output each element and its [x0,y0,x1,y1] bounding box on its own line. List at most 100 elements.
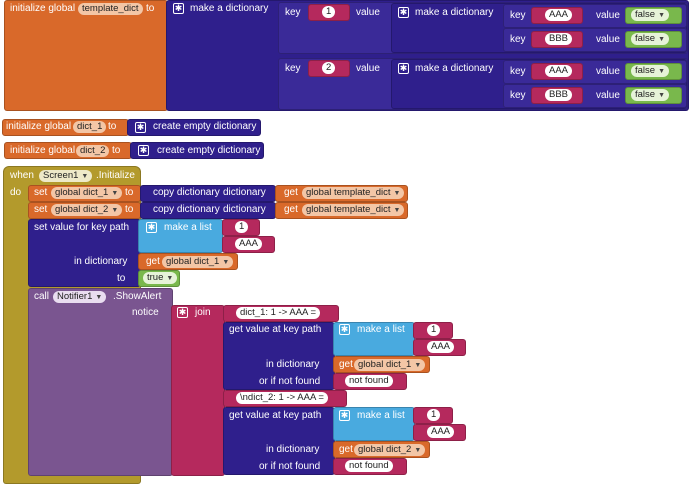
list-item-pill[interactable]: 1 [427,324,441,336]
call-label: call [34,291,50,302]
copy-dict-label: copy dictionary [153,187,220,198]
pair-value-label: value [356,63,380,74]
list-item-pill[interactable]: AAA [235,238,263,250]
do-label: do [10,187,22,198]
list-item-pill[interactable]: AAA [427,341,455,353]
inner-key-pill[interactable]: AAA [545,9,573,21]
getter-var-dropdown[interactable]: global dict_1 ▼ [354,359,426,371]
pair-key-label: key [285,7,301,18]
component-dropdown[interactable]: Screen1 ▼ [39,170,93,182]
gear-icon[interactable]: ✱ [398,63,409,74]
not-found-pill[interactable]: not found [345,375,393,387]
chevron-down-icon: ▼ [658,68,666,75]
chevron-down-icon: ▼ [414,447,422,454]
inner-make-dict-label: make a dictionary [415,7,494,18]
join-label: join [195,307,211,318]
inner-value-label: value [596,34,620,45]
key-value-pill[interactable]: 1 [322,6,336,18]
bool-dropdown[interactable]: true ▼ [143,272,178,284]
chevron-down-icon: ▼ [414,362,422,369]
dictionary-label: dictionary [223,187,266,198]
get-value-label: get value at key path [229,410,322,421]
setter-var-dropdown[interactable]: global dict_1 ▼ [51,187,123,199]
get-label: get [339,359,353,370]
copy-dict-label: copy dictionary [153,204,220,215]
chevron-down-icon: ▼ [81,173,89,180]
chevron-down-icon: ▼ [658,36,666,43]
notice-label: notice [132,307,159,318]
init-template-dict-block[interactable] [4,0,168,111]
create-label: create empty dictionary [153,121,257,132]
list-item-pill[interactable]: AAA [427,426,455,438]
gear-icon[interactable]: ✱ [339,410,350,421]
text-pill[interactable]: dict_1: 1 -> AAA = [236,307,321,319]
method-label: .ShowAlert [113,291,162,302]
inner-key-pill[interactable]: BBB [545,89,573,101]
gear-icon[interactable]: ✱ [177,307,188,318]
init-label: initialize global [6,121,72,132]
make-list-label: make a list [164,222,212,233]
getter-var-dropdown[interactable]: global dict_2 ▼ [354,444,426,456]
gear-icon[interactable]: ✱ [146,222,157,233]
get-value-label: get value at key path [229,324,322,335]
make-list-block[interactable] [333,322,415,356]
getter-var-dropdown[interactable]: global template_dict ▼ [302,187,405,199]
chevron-down-icon: ▼ [658,92,666,99]
to-label: to [112,145,121,156]
create-empty-dict-block[interactable] [130,142,264,159]
setter-var-dropdown[interactable]: global dict_2 ▼ [51,204,123,216]
set-label: set [34,204,48,215]
join-block[interactable] [171,305,225,476]
chevron-down-icon: ▼ [393,207,401,214]
call-notifier-block[interactable] [28,288,173,476]
text-pill[interactable]: \ndict_2: 1 -> AAA = [236,392,328,404]
inner-bool-pill[interactable]: false ▼ [631,9,670,21]
list-item-pill[interactable]: 1 [235,221,249,233]
inner-bool-pill[interactable]: false ▼ [631,33,670,45]
event-name-label: .Initialize [96,170,135,181]
chevron-down-icon: ▼ [95,294,103,301]
get-label: get [146,256,160,267]
inner-key-label: key [510,34,526,45]
inner-key-label: key [510,10,526,21]
gear-icon[interactable]: ✱ [339,324,350,335]
in-dictionary-label: in dictionary [266,359,320,370]
getter-var-dropdown[interactable]: global template_dict ▼ [302,204,405,216]
inner-key-pill[interactable]: BBB [545,33,573,45]
list-item-pill[interactable]: 1 [427,409,441,421]
gear-icon[interactable]: ✱ [138,145,149,156]
in-dictionary-label: in dictionary [74,256,128,267]
gear-icon[interactable]: ✱ [173,3,184,14]
chevron-down-icon: ▼ [222,259,230,266]
create-empty-dict-block[interactable] [127,119,261,136]
make-list-block[interactable] [333,407,415,441]
notifier-dropdown[interactable]: Notifier1 ▼ [53,291,107,303]
not-found-pill[interactable]: not found [345,460,393,472]
var-name-pill[interactable]: dict_2 [76,145,110,157]
to-label: to [125,187,134,198]
inner-bool-pill[interactable]: false ▼ [631,89,670,101]
set-label: set [34,187,48,198]
pair-key-label: key [285,63,301,74]
get-label: get [284,204,298,215]
inner-bool-pill[interactable]: false ▼ [631,65,670,77]
chevron-down-icon: ▼ [166,275,174,282]
var-name-pill[interactable]: template_dict [78,3,143,15]
gear-icon[interactable]: ✱ [398,7,409,18]
key-value-pill[interactable]: 2 [322,62,336,74]
chevron-down-icon: ▼ [393,190,401,197]
get-value-key-path-block[interactable] [223,322,335,390]
inner-key-pill[interactable]: AAA [545,65,573,77]
var-name-pill[interactable]: dict_1 [73,121,107,133]
set-value-key-path-block[interactable] [28,219,141,287]
getter-var-dropdown[interactable]: global dict_1 ▼ [162,256,234,268]
gear-icon[interactable]: ✱ [135,122,146,133]
inner-value-label: value [596,66,620,77]
chevron-down-icon: ▼ [111,190,119,197]
to-label: to [146,3,155,14]
if-not-found-label: or if not found [259,461,321,472]
set-kp-label: set value for key path [34,222,130,233]
make-list-block[interactable] [138,219,223,253]
make-list-label: make a list [357,324,405,335]
in-dictionary-label: in dictionary [266,444,320,455]
